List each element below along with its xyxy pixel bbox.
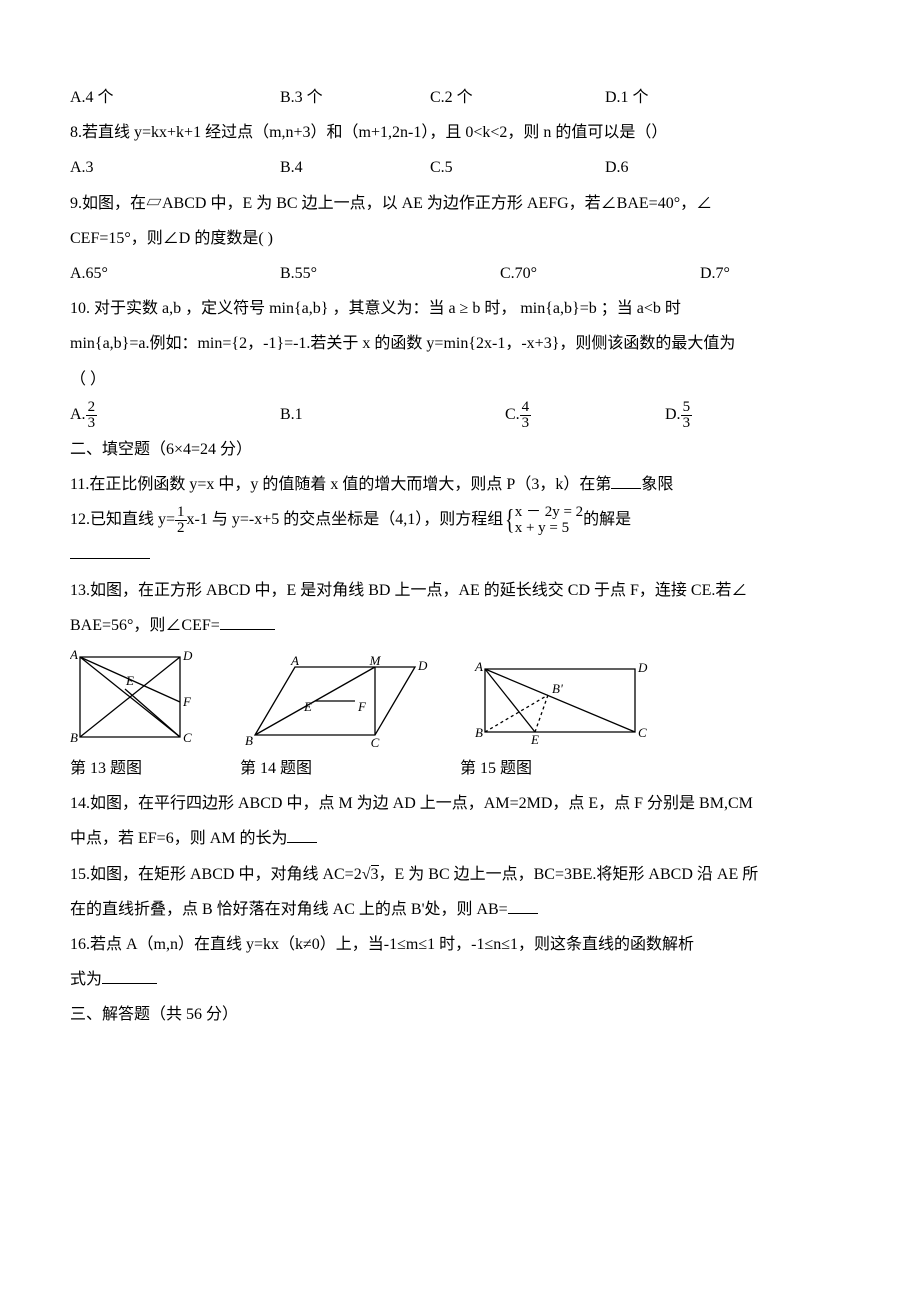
q9-options: A.65° B.55° C.70° D.7°	[70, 256, 850, 291]
caption-14: 第 14 题图	[240, 751, 460, 786]
q7-opt-a: A.4 个	[70, 80, 280, 115]
svg-text:A: A	[290, 655, 299, 668]
q7-opt-d: D.1 个	[605, 80, 755, 115]
q10-a-frac: 23	[86, 400, 98, 431]
svg-text:E: E	[125, 673, 134, 688]
q15-l1a: 15.如图，在矩形 ABCD 中，对角线 AC=2	[70, 866, 362, 883]
q16-l2-text: 式为	[70, 971, 102, 988]
q16-blank	[102, 967, 157, 984]
q8-options: A.3 B.4 C.5 D.6	[70, 150, 850, 185]
caption-15: 第 15 题图	[460, 751, 640, 786]
q15-l1b: ，E 为 BC 边上一点，BC=3BE.将矩形 ABCD 沿 AE 所	[379, 866, 759, 883]
q12-mid: x-1 与 y=-x+5 的交点坐标是（4,1），则方程组	[187, 511, 504, 528]
svg-text:D: D	[182, 648, 193, 663]
figure-15: A B C D E B'	[470, 657, 655, 747]
q11: 11.在正比例函数 y=x 中，y 的值随着 x 值的增大而增大，则点 P（3，…	[70, 467, 850, 502]
q8-opt-b: B.4	[280, 150, 430, 185]
q9-line2: CEF=15°，则∠D 的度数是( )	[70, 221, 850, 256]
q15-blank	[508, 897, 538, 914]
q15-l2-text: 在的直线折叠，点 B 恰好落在对角线 AC 上的点 B'处，则 AB=	[70, 901, 508, 918]
q16-line1: 16.若点 A（m,n）在直线 y=kx（k≠0）上，当-1≤m≤1 时，-1≤…	[70, 927, 850, 962]
q7-options: A.4 个 B.3 个 C.2 个 D.1 个	[70, 80, 850, 115]
q10-opt-c: C.43	[505, 397, 665, 432]
svg-text:F: F	[357, 699, 367, 714]
svg-text:B: B	[245, 733, 253, 747]
q13-l2-text: BAE=56°，则∠CEF=	[70, 617, 220, 634]
svg-text:D: D	[637, 660, 648, 675]
svg-text:A: A	[70, 647, 78, 662]
q7-opt-b: B.3 个	[280, 80, 430, 115]
svg-text:B: B	[70, 730, 78, 745]
q15-line2: 在的直线折叠，点 B 恰好落在对角线 AC 上的点 B'处，则 AB=	[70, 892, 850, 927]
q12-blank	[70, 542, 150, 559]
q11-blank	[611, 472, 641, 489]
q8-text: 8.若直线 y=kx+k+1 经过点（m,n+3）和（m+1,2n-1），且 0…	[70, 115, 850, 150]
q9-opt-d: D.7°	[700, 256, 820, 291]
q10-line3: （ ）	[70, 362, 850, 397]
q8-opt-d: D.6	[605, 150, 755, 185]
q16-line2: 式为	[70, 962, 850, 997]
q15-sqrt: 3	[371, 865, 379, 883]
q12-line1: 12.已知直线 y=12x-1 与 y=-x+5 的交点坐标是（4,1），则方程…	[70, 502, 850, 537]
q10-options: A.23 B.1 C.43 D.53	[70, 397, 850, 432]
section3-heading: 三、解答题（共 56 分）	[70, 997, 850, 1032]
q15-line1: 15.如图，在矩形 ABCD 中，对角线 AC=2√3，E 为 BC 边上一点，…	[70, 857, 850, 892]
svg-text:A: A	[474, 659, 483, 674]
q14-blank	[287, 826, 317, 843]
q10-opt-b: B.1	[280, 397, 505, 432]
q13-line2: BAE=56°，则∠CEF=	[70, 608, 850, 643]
q10-line1: 10. 对于实数 a,b ，定义符号 min{a,b} ，其意义为：当 a ≥ …	[70, 291, 850, 326]
q8-opt-c: C.5	[430, 150, 605, 185]
q13-line1: 13.如图，在正方形 ABCD 中，E 是对角线 BD 上一点，AE 的延长线交…	[70, 573, 850, 608]
svg-text:C: C	[183, 730, 192, 745]
svg-text:F: F	[182, 694, 192, 709]
svg-text:B': B'	[552, 681, 563, 696]
q10-a-pre: A.	[70, 406, 86, 423]
caption-13: 第 13 题图	[70, 751, 240, 786]
svg-text:E: E	[530, 732, 539, 747]
svg-text:B: B	[475, 725, 483, 740]
q9-line1: 9.如图，在▱ABCD 中，E 为 BC 边上一点，以 AE 为边作正方形 AE…	[70, 186, 850, 221]
q10-d-frac: 53	[681, 400, 693, 431]
q10-c-frac: 43	[520, 400, 532, 431]
svg-text:C: C	[638, 725, 647, 740]
q10-c-pre: C.	[505, 406, 520, 423]
q10-opt-d: D.53	[665, 397, 785, 432]
q9-opt-a: A.65°	[70, 256, 280, 291]
q7-opt-c: C.2 个	[430, 80, 605, 115]
q14-line2: 中点，若 EF=6，则 AM 的长为	[70, 821, 850, 856]
q9-opt-c: C.70°	[500, 256, 700, 291]
svg-text:M: M	[369, 655, 382, 668]
q12-blank-line	[70, 537, 850, 572]
q12-frac: 12	[175, 505, 187, 536]
q8-opt-a: A.3	[70, 150, 280, 185]
section2-heading: 二、填空题（6×4=24 分）	[70, 432, 850, 467]
q10-line2: min{a,b}=a.例如：min={2，-1}=-1.若关于 x 的函数 y=…	[70, 326, 850, 361]
figures-row: A B C D E F A B C D M E F	[70, 647, 850, 747]
q12-system: {x － 2y = 2x + y = 5	[503, 505, 583, 537]
q9-opt-b: B.55°	[280, 256, 500, 291]
q11-post: 象限	[641, 476, 673, 493]
q10-opt-a: A.23	[70, 397, 280, 432]
svg-text:D: D	[417, 658, 428, 673]
svg-text:E: E	[303, 699, 312, 714]
q12-pre: 12.已知直线 y=	[70, 511, 175, 528]
q12-post: 的解是	[583, 511, 631, 528]
q14-l2-text: 中点，若 EF=6，则 AM 的长为	[70, 830, 287, 847]
q13-blank	[220, 613, 275, 630]
q14-line1: 14.如图，在平行四边形 ABCD 中，点 M 为边 AD 上一点，AM=2MD…	[70, 786, 850, 821]
figure-captions: 第 13 题图 第 14 题图 第 15 题图	[70, 751, 850, 786]
figure-13: A B C D E F	[70, 647, 200, 747]
figure-14: A B C D M E F	[240, 655, 430, 747]
svg-text:C: C	[371, 735, 380, 747]
q11-pre: 11.在正比例函数 y=x 中，y 的值随着 x 值的增大而增大，则点 P（3，…	[70, 476, 611, 493]
sqrt-icon: √	[362, 866, 371, 883]
q10-d-pre: D.	[665, 406, 681, 423]
